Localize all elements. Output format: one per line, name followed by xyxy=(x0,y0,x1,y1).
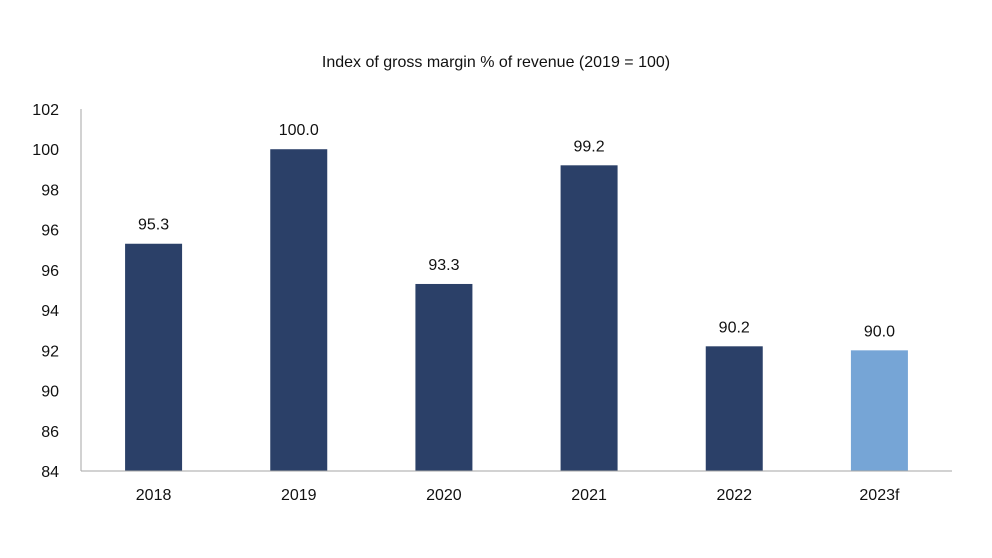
y-tick-label: 94 xyxy=(41,303,59,320)
y-tick-label: 96 xyxy=(41,263,59,280)
y-tick-label: 100 xyxy=(32,142,59,159)
y-tick-label: 96 xyxy=(41,223,59,240)
data-label-2020: 93.3 xyxy=(428,257,459,274)
x-tick-label-2018: 2018 xyxy=(136,487,172,504)
bar-2021 xyxy=(560,165,618,472)
data-label-2023f: 90.0 xyxy=(864,323,895,340)
x-axis-ticks: 2018 2019 2020 2021 2022 2023f xyxy=(136,487,900,504)
data-label-2019: 100.0 xyxy=(279,122,319,139)
bar-2019 xyxy=(270,149,328,471)
bar-2022 xyxy=(705,346,763,471)
chart-title: Index of gross margin % of revenue (2019… xyxy=(322,54,670,71)
bar-2023f xyxy=(850,350,908,471)
x-tick-label-2019: 2019 xyxy=(281,487,317,504)
x-tick-label-2020: 2020 xyxy=(426,487,462,504)
data-label-2018: 95.3 xyxy=(138,217,169,234)
y-tick-label: 86 xyxy=(41,424,59,441)
x-tick-label-2021: 2021 xyxy=(571,487,607,504)
y-tick-label: 98 xyxy=(41,182,59,199)
y-tick-label: 90 xyxy=(41,384,59,401)
bar-2020 xyxy=(415,283,473,471)
data-label-2022: 90.2 xyxy=(719,319,750,336)
y-tick-label: 92 xyxy=(41,343,59,360)
data-labels: 95.3 100.0 93.3 99.2 90.2 90.0 xyxy=(138,122,895,340)
y-tick-label: 84 xyxy=(41,464,59,481)
data-label-2021: 99.2 xyxy=(574,138,605,155)
x-tick-label-2023f: 2023f xyxy=(859,487,900,504)
x-tick-label-2022: 2022 xyxy=(716,487,752,504)
y-tick-label: 102 xyxy=(32,102,59,119)
y-axis-ticks: 84 86 90 92 94 96 96 98 100 102 xyxy=(32,102,59,481)
bars xyxy=(125,149,908,472)
bar-2018 xyxy=(125,243,183,471)
